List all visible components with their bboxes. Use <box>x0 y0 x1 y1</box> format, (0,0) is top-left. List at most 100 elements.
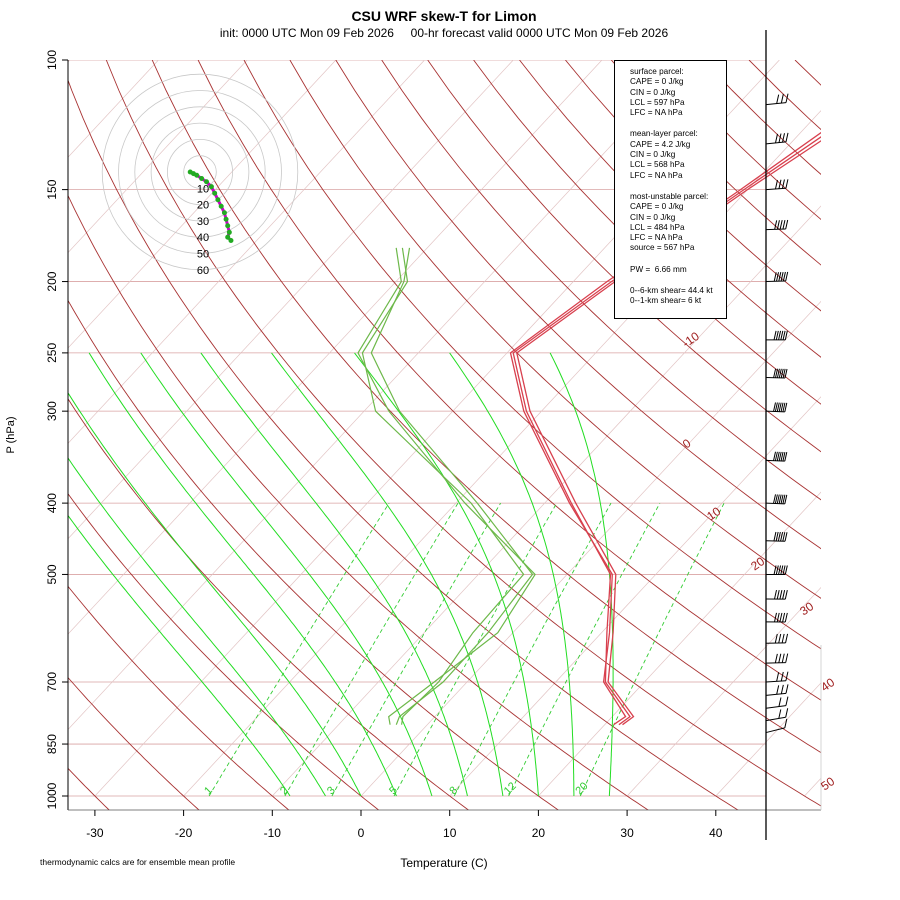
hodograph-ring <box>150 122 250 222</box>
barb-flag <box>784 718 788 728</box>
barb-flag <box>775 531 779 542</box>
mixing-ratio-line <box>208 502 390 797</box>
mixing-ratio-line <box>331 502 501 797</box>
mixing-ratio-label: 2 <box>278 784 291 797</box>
wind-barb <box>765 653 789 664</box>
hodograph-ring <box>134 106 266 238</box>
mu-cape: CAPE = 0 J/kg <box>630 202 684 212</box>
isotherm-line <box>68 60 425 444</box>
parcel-parameters-box: surface parcel: CAPE = 0 J/kg CIN = 0 J/… <box>614 60 727 319</box>
dewpoint-profile <box>370 247 534 725</box>
barb-flag <box>773 368 777 378</box>
barb-staff <box>765 680 786 683</box>
hodograph-point <box>194 172 200 178</box>
barb-flag <box>773 272 777 282</box>
barb-flag <box>773 402 777 412</box>
wind-barb <box>765 708 789 722</box>
barb-flag <box>782 612 786 623</box>
barb-flag <box>778 368 782 378</box>
barb-flag <box>774 653 778 664</box>
hodograph-point <box>228 237 234 243</box>
dry-adiabat <box>381 60 821 501</box>
temperature-profile <box>512 136 821 726</box>
hodograph-ring-label: 20 <box>197 200 209 212</box>
precipitable-water: PW = 6.66 mm <box>630 264 687 274</box>
barb-flag <box>775 368 778 378</box>
isotherm-line <box>68 60 248 254</box>
surface-cape: CAPE = 0 J/kg <box>630 77 684 87</box>
barb-flag <box>774 451 778 461</box>
barb-flag <box>780 402 784 412</box>
barb-flag <box>776 589 780 600</box>
mixing-ratio-line <box>284 502 459 797</box>
barb-flag <box>785 671 789 681</box>
barb-flag <box>785 179 789 189</box>
p-tick-label: 300 <box>45 401 59 421</box>
isotherm-line <box>68 60 603 635</box>
dry-adiabat <box>68 676 200 810</box>
hodograph-ring-label: 50 <box>197 249 209 261</box>
p-tick-label: 1000 <box>45 782 59 809</box>
hodograph-ring-label: 30 <box>197 216 209 228</box>
barb-flag <box>785 684 789 694</box>
barb-flag <box>777 531 781 542</box>
isotherm-label: 10 <box>704 504 723 523</box>
barb-flag <box>780 330 784 340</box>
p-tick-label: 500 <box>45 564 59 584</box>
dry-adiabat <box>68 299 559 810</box>
hodograph-ring <box>118 90 282 254</box>
dry-adiabat <box>151 60 821 754</box>
barb-flag <box>782 330 786 341</box>
barb-flag <box>785 708 789 718</box>
isotherm-line <box>893 60 900 796</box>
barb-flag <box>779 612 783 623</box>
barb-flag <box>778 330 782 340</box>
wind-barb <box>765 531 788 542</box>
barb-flag <box>785 633 789 643</box>
isotherm-label: 30 <box>797 599 816 618</box>
barb-flag <box>784 612 788 623</box>
x-tick-label: 40 <box>709 826 723 840</box>
barb-flag <box>782 271 786 282</box>
barb-flag <box>778 402 782 412</box>
barb-flag <box>774 402 778 412</box>
isotherm-line <box>538 491 821 797</box>
x-tick-label: 10 <box>443 826 457 840</box>
hodograph-point <box>215 197 221 203</box>
barb-flag <box>784 494 788 504</box>
hodograph-point <box>226 229 232 235</box>
barb-flag <box>774 220 778 230</box>
y-axis-label: P (hPa) <box>5 416 17 453</box>
surface-parcel-block: surface parcel: CAPE = 0 J/kg CIN = 0 J/… <box>630 67 722 118</box>
mixing-ratio-line <box>393 502 558 797</box>
isotherm-line <box>68 60 514 540</box>
x-tick-label: -20 <box>175 826 193 840</box>
x-tick-label: -30 <box>86 826 104 840</box>
barb-flag <box>780 451 784 462</box>
surface-cin: CIN = 0 J/kg <box>630 87 676 97</box>
barb-flag <box>785 132 789 142</box>
barb-flag <box>778 565 782 575</box>
hodograph-ring <box>101 73 299 271</box>
dry-adiabat <box>748 60 821 131</box>
barb-flag <box>784 330 788 341</box>
hodograph-ring <box>166 138 233 205</box>
barb-staff <box>765 280 786 283</box>
dry-adiabat <box>289 60 821 599</box>
wind-barb <box>765 179 789 191</box>
wind-barb <box>765 684 789 696</box>
barb-flag <box>776 494 780 504</box>
barb-flag <box>782 368 786 379</box>
wind-barb <box>765 219 789 231</box>
shear-block: 0--6-km shear= 44.4 kt 0--1-km shear= 6 … <box>630 286 722 307</box>
barb-flag <box>782 494 786 504</box>
barb-flag <box>774 179 778 190</box>
isotherm-label: -10 <box>680 329 703 351</box>
precipitable-water-block: PW = 6.66 mm <box>630 265 722 275</box>
wind-barb <box>765 330 788 341</box>
wind-barb <box>765 271 789 283</box>
footnote: thermodynamic calcs are for ensemble mea… <box>40 857 236 867</box>
wind-barb <box>765 451 788 462</box>
barb-flag <box>780 671 784 682</box>
barb-staff <box>765 228 786 231</box>
